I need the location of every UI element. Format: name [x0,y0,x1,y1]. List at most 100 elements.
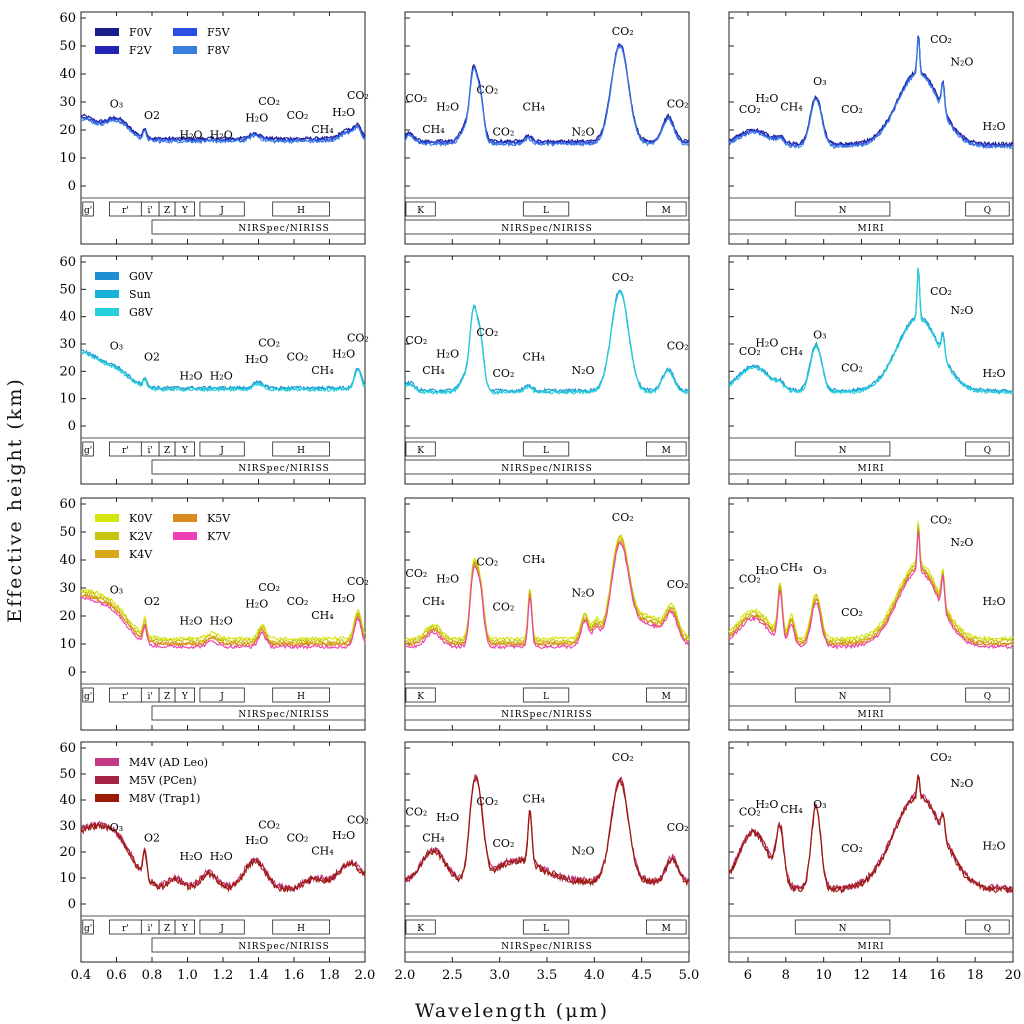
y-axis-title: Effective height (km) [4,377,26,623]
legend-swatch [95,308,119,316]
legend: F0V F2V F5V F8V [95,26,231,57]
molecule-label: H₂O [983,367,1006,380]
y-tick-label: 50 [59,39,76,54]
molecule-label: CH₄ [523,553,546,566]
spectrum-line-g0v [404,290,690,394]
legend-label: K4V [129,548,153,561]
filter-label: H [297,206,305,216]
filter-label: g' [84,206,92,216]
molecule-label: CO₂ [841,606,863,619]
x-tick-label: 1.8 [319,968,340,983]
legend-swatch [95,28,119,36]
legend-label: K0V [129,512,153,525]
instrument-box [404,705,690,721]
legend-swatch [95,758,119,766]
filter-box [272,919,330,935]
molecule-label: H₂O [180,128,203,141]
spectrum-line-k7v [80,596,366,650]
filter-box [82,919,94,935]
instrument-box [151,705,366,721]
spectrum-line-f0v [728,35,1014,148]
molecule-label: CH₄ [311,123,334,136]
molecule-label: CO₂ [405,92,427,105]
filter-label: K [417,692,424,702]
filter-box [646,687,687,703]
filter-box [174,441,195,457]
molecule-label: H₂O [180,614,203,627]
filter-label: J [219,206,224,216]
molecule-label: CO₂ [476,556,498,569]
filter-box [199,441,245,457]
filter-box [174,687,195,703]
y-tick-label: 10 [59,151,76,166]
x-tick-label: 2.0 [395,968,416,983]
molecule-label: CO₂ [258,581,280,594]
molecule-label: O₃ [110,821,123,834]
filter-box [272,441,330,457]
panel-frame [728,11,1014,245]
molecule-label: N₂O [571,364,594,377]
molecule-label: CH₄ [422,595,445,608]
x-tick-label: 2.0 [355,968,376,983]
panel-r0-c0: 0 10 20 30 40 50 60 g' r' i' Z Y J H NIRSpec/NIRISS O₃ O… [59,11,369,245]
panel-frame [728,255,1014,485]
instrument-label: MIRI [857,942,884,952]
filter-box [272,201,330,217]
molecule-label: CO₂ [405,806,427,819]
filter-label: K [417,924,424,934]
molecule-label: H₂O [332,106,355,119]
filter-label: M [662,206,671,216]
filter-label: Y [181,206,189,216]
molecule-label: H₂O [245,834,268,847]
molecule-label: CO₂ [667,98,689,111]
filter-label: M [662,924,671,934]
filter-label: Z [164,924,170,934]
molecule-label: N₂O [571,586,594,599]
filter-box [965,919,1010,935]
y-tick-label: 30 [59,95,76,110]
instrument-label: NIRSpec/NIRISS [501,942,592,952]
spectrum-line-f5v [728,35,1014,149]
molecule-label: CO₂ [667,578,689,591]
filter-label: Q [984,206,991,216]
molecule-label: H₂O [210,370,233,383]
instrument-box [151,219,366,235]
y-tick-label: 20 [59,364,76,379]
filter-label: M [662,692,671,702]
filter-label: i' [148,446,153,456]
molecule-label: O2 [144,350,160,363]
spectrum-line-f0v [404,44,690,145]
legend-label: M5V (PCen) [129,774,197,787]
molecule-label: CH₄ [311,609,334,622]
spectrum-line-g8v [80,351,366,393]
molecule-label: CO₂ [739,806,761,819]
molecule-label: CO₂ [347,813,369,826]
y-tick-label: 10 [59,637,76,652]
molecule-label: H₂O [245,353,268,366]
x-tick-label: 0.6 [106,968,127,983]
legend-label: K5V [207,512,231,525]
molecule-label: CO₂ [476,795,498,808]
y-tick-label: 60 [59,741,76,756]
molecule-label: H₂O [436,348,459,361]
molecule-label: CO₂ [476,326,498,339]
legend-swatch [95,550,119,558]
molecule-label: H₂O [210,850,233,863]
molecule-label: CO₂ [612,25,634,38]
instrument-box [404,937,690,953]
spectrum-line-f2v [80,116,366,143]
molecule-label: H₂O [180,370,203,383]
spectrum-line-m8v-trap1- [728,775,1014,894]
instrument-box [728,705,1014,721]
spectrum-line-sun [80,350,366,392]
molecule-label: CO₂ [841,361,863,374]
spectrum-line-m8v-trap1- [404,775,690,887]
filter-box [646,201,687,217]
filter-label: J [219,924,224,934]
legend-swatch [173,514,197,522]
molecule-label: CO₂ [405,567,427,580]
spectrum-line-m8v-trap1- [80,823,366,893]
spectrum-line-k7v [404,542,690,650]
molecule-label: CH₄ [780,345,803,358]
